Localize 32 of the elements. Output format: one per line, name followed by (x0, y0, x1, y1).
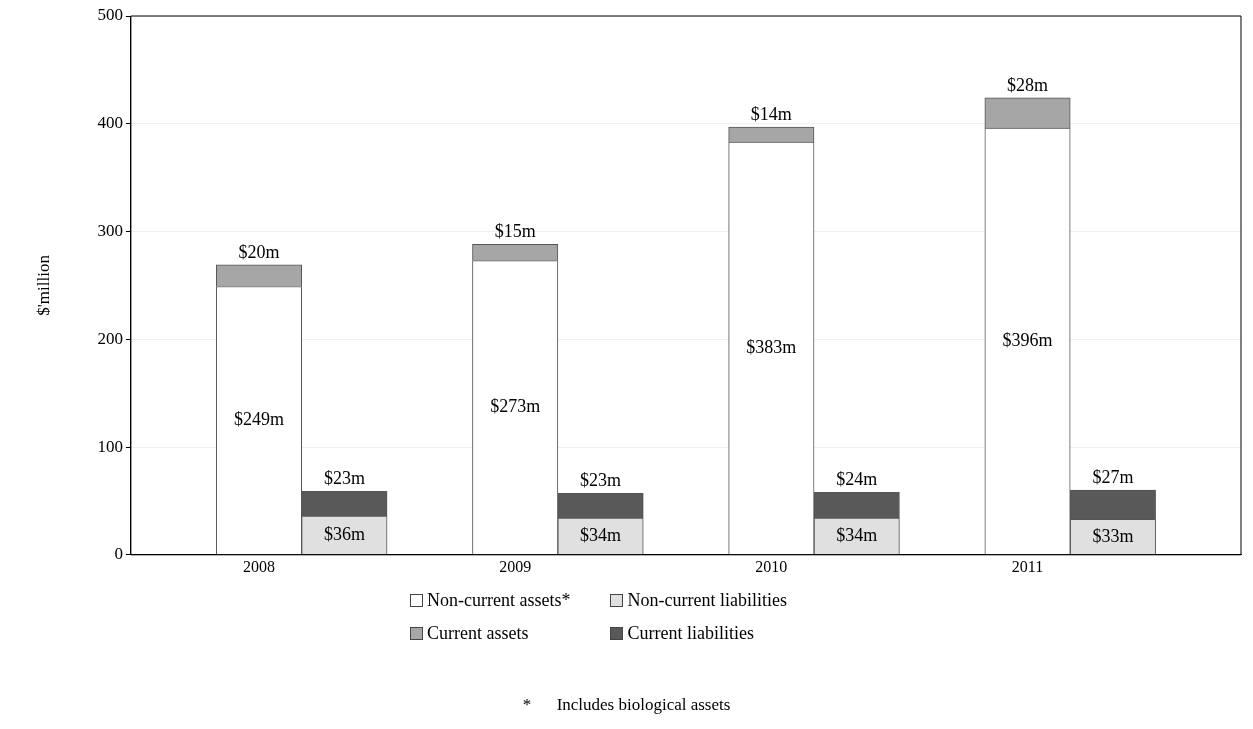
legend-label: Non-current liabilities (627, 590, 787, 611)
legend-label: Current assets (427, 623, 529, 644)
data-label: $23m (580, 470, 622, 491)
data-label: $36m (323, 523, 365, 544)
data-label: $23m (323, 467, 365, 488)
y-axis-title: $'million (33, 254, 53, 316)
x-tick-label: 2008 (242, 557, 275, 575)
y-tick-label: 100 (97, 436, 123, 456)
data-label: $34m (836, 524, 878, 545)
y-tick-label: 200 (97, 328, 123, 348)
data-label: $15m (494, 221, 536, 242)
data-label: $28m (1007, 74, 1049, 95)
data-label: $14m (750, 103, 792, 124)
data-label: $249m (233, 409, 284, 430)
y-tick-label: 0 (114, 544, 123, 564)
data-label: $20m (238, 241, 280, 262)
text: Non-current assets* (427, 590, 571, 611)
y-tick-label: 300 (97, 220, 123, 240)
x-tick-label: 2011 (1011, 557, 1044, 575)
data-label: $24m (836, 469, 878, 490)
legend-label: Current liabilities (627, 623, 754, 644)
text: * Includes biological assets (521, 695, 732, 715)
data-label: $33m (1092, 525, 1134, 546)
data-label: $273m (490, 396, 541, 417)
data-label: $396m (1002, 329, 1053, 350)
data-label: $27m (1092, 466, 1134, 487)
x-tick-label: 2010 (755, 557, 788, 575)
x-tick-label: 2009 (499, 557, 532, 575)
data-label: $383m (746, 336, 797, 357)
y-tick-label: 400 (97, 113, 123, 133)
data-label: $34m (580, 524, 622, 545)
y-tick-label: 500 (97, 5, 123, 25)
